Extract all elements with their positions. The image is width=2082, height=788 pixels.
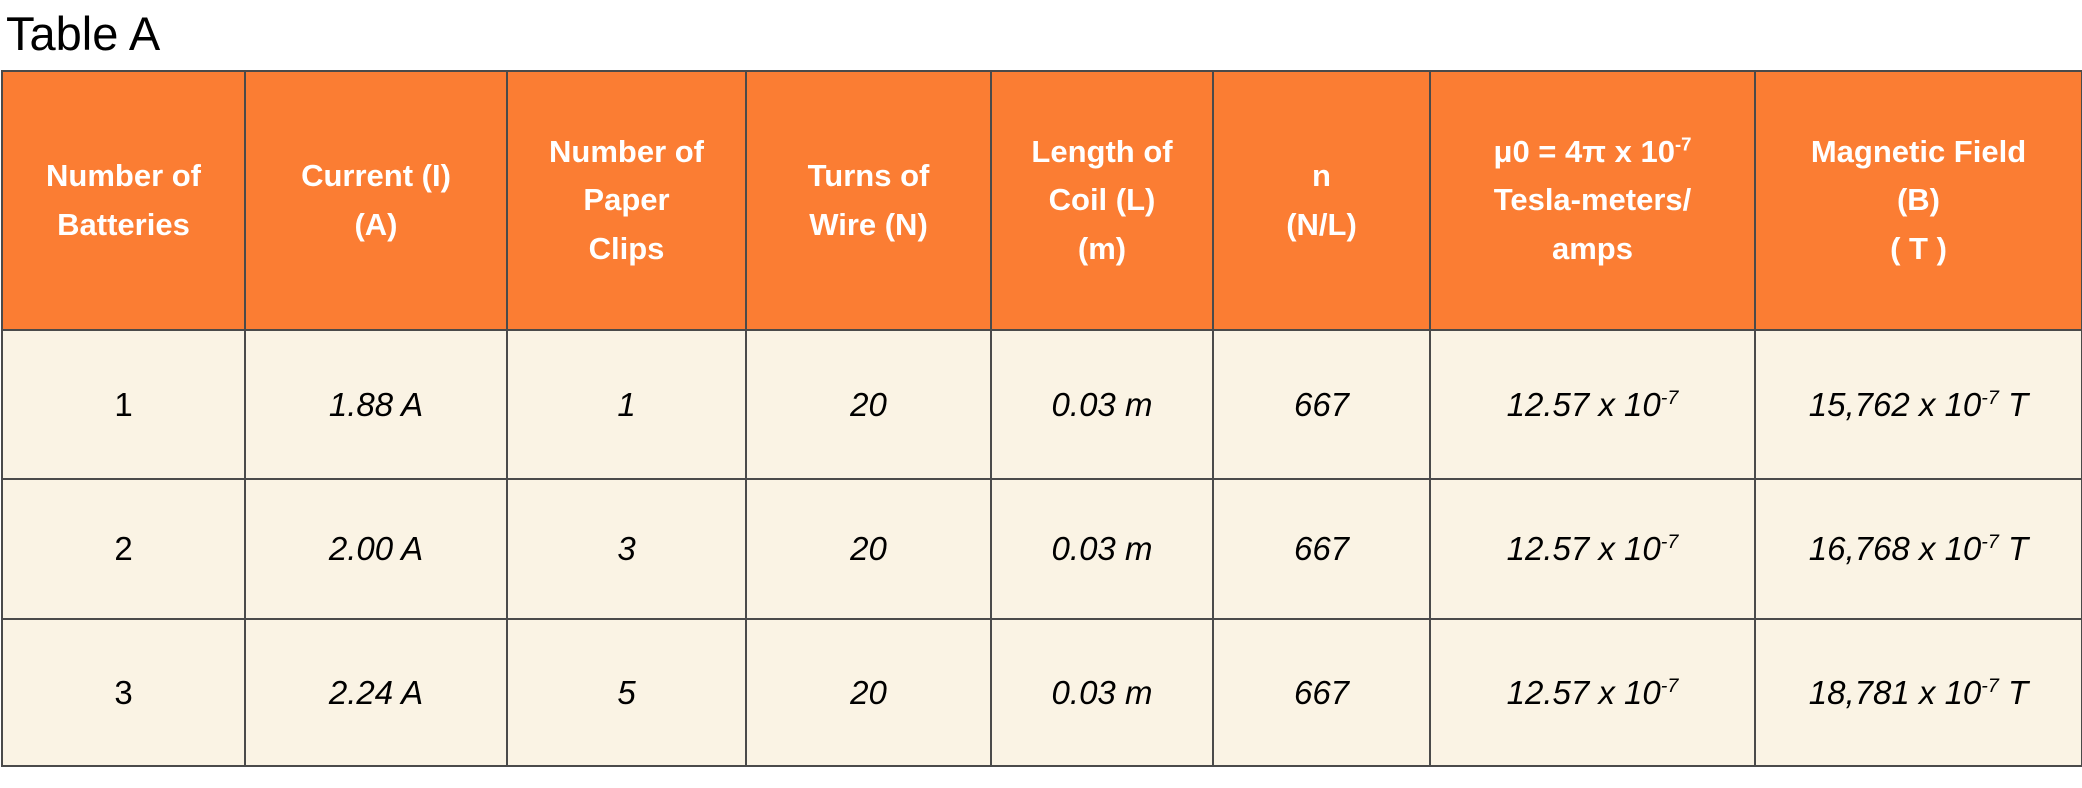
cell-paper-clips: 1: [506, 329, 747, 480]
header-line: Batteries: [57, 206, 190, 242]
cell-batteries: 1: [1, 329, 246, 480]
header-line: (B): [1896, 182, 1941, 218]
data-table: Number of Batteries Current (I) (A) Numb…: [1, 70, 2082, 767]
cell-turns: 20: [745, 618, 992, 767]
page-title: Table A: [6, 7, 161, 60]
cell-batteries: 2: [1, 478, 246, 620]
header-line: (m): [1077, 230, 1127, 266]
header-line: μ0 = 4π x 10-7: [1493, 134, 1692, 170]
superscript: -7: [1660, 674, 1679, 697]
column-header-n: n (N/L): [1212, 70, 1431, 331]
header-row: Number of Batteries Current (I) (A) Numb…: [1, 70, 2082, 331]
cell-magnetic-field: 15,762 x 10-7 T: [1754, 329, 2082, 480]
superscript: -7: [1674, 134, 1692, 156]
table-row: 1 1.88 A 1 20 0.03 m 667 12.57 x 10-7 15…: [1, 329, 2082, 480]
header-line: Number of: [549, 134, 704, 170]
superscript: -7: [1660, 386, 1679, 409]
cell-mu0: 12.57 x 10-7: [1429, 618, 1756, 767]
header-line: (A): [354, 206, 398, 242]
cell-paper-clips: 3: [506, 478, 747, 620]
column-header-paper-clips: Number of Paper Clips: [506, 70, 747, 331]
cell-current: 2.24 A: [244, 618, 508, 767]
header-line: Tesla-meters/: [1493, 182, 1692, 218]
superscript: -7: [1981, 531, 1999, 553]
superscript: -7: [1660, 531, 1679, 553]
cell-mu0: 12.57 x 10-7: [1429, 329, 1756, 480]
header-line: Length of: [1031, 134, 1173, 170]
cell-magnetic-field: 18,781 x 10-7 T: [1754, 618, 2082, 767]
header-line: Coil (L): [1048, 182, 1156, 218]
header-line: n: [1312, 158, 1331, 194]
cell-n: 667: [1212, 329, 1431, 480]
header-line: Number of: [46, 158, 201, 194]
header-line: (N/L): [1286, 206, 1357, 242]
cell-mu0: 12.57 x 10-7: [1429, 478, 1756, 620]
table-row: 2 2.00 A 3 20 0.03 m 667 12.57 x 10-7 16…: [1, 478, 2082, 620]
cell-magnetic-field: 16,768 x 10-7 T: [1754, 478, 2082, 620]
cell-current: 1.88 A: [244, 329, 508, 480]
cell-coil-length: 0.03 m: [990, 478, 1214, 620]
cell-coil-length: 0.03 m: [990, 618, 1214, 767]
cell-current: 2.00 A: [244, 478, 508, 620]
cell-n: 667: [1212, 618, 1431, 767]
header-line: ( T ): [1890, 230, 1947, 266]
superscript: -7: [1981, 386, 1999, 409]
cell-n: 667: [1212, 478, 1431, 620]
column-header-turns: Turns of Wire (N): [745, 70, 992, 331]
header-line: Magnetic Field: [1810, 134, 2027, 170]
superscript: -7: [1981, 674, 1999, 697]
cell-turns: 20: [745, 329, 992, 480]
column-header-batteries: Number of Batteries: [1, 70, 246, 331]
column-header-magnetic-field: Magnetic Field (B) ( T ): [1754, 70, 2082, 331]
cell-coil-length: 0.03 m: [990, 329, 1214, 480]
table-row: 3 2.24 A 5 20 0.03 m 667 12.57 x 10-7 18…: [1, 618, 2082, 767]
cell-batteries: 3: [1, 618, 246, 767]
header-line: Wire (N): [809, 206, 928, 242]
cell-turns: 20: [745, 478, 992, 620]
column-header-mu0: μ0 = 4π x 10-7 Tesla-meters/ amps: [1429, 70, 1756, 331]
header-line: Clips: [588, 230, 665, 266]
header-line: Paper: [583, 182, 670, 218]
column-header-current: Current (I) (A): [244, 70, 508, 331]
cell-paper-clips: 5: [506, 618, 747, 767]
header-line: amps: [1552, 230, 1633, 266]
header-line: Turns of: [807, 158, 930, 194]
header-line: Current (I): [301, 158, 451, 194]
column-header-coil-length: Length of Coil (L) (m): [990, 70, 1214, 331]
